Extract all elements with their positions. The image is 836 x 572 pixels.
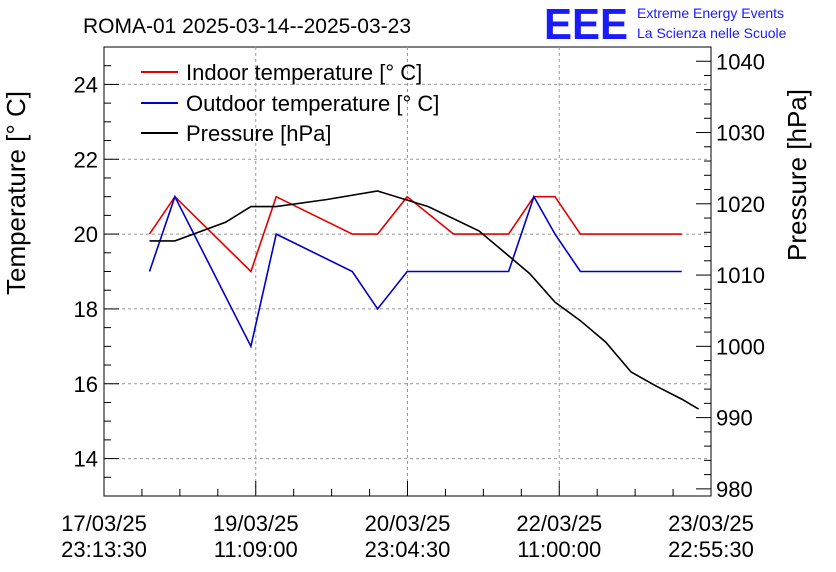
y-right-tick-label: 1010	[716, 263, 765, 288]
logo-line-2: La Scienza nelle Scuole	[637, 25, 787, 41]
legend-label-outdoor: Outdoor temperature [° C]	[186, 91, 439, 116]
y-right-tick-label: 1040	[716, 49, 765, 74]
x-tick-date-label: 20/03/25	[365, 511, 451, 536]
y-axis-right-label: Pressure [hPa]	[782, 89, 812, 261]
x-tick-date-label: 22/03/25	[516, 511, 602, 536]
x-tick-date-label: 19/03/25	[213, 511, 299, 536]
series-lines	[148, 190, 700, 410]
y-right-tick-label: 980	[716, 477, 753, 502]
y-left-tick-label: 16	[74, 372, 98, 397]
legend-label-indoor: Indoor temperature [° C]	[186, 60, 422, 85]
y-right-tick-label: 1000	[716, 334, 765, 359]
y-right-tick-label: 990	[716, 406, 753, 431]
y-left-tick-label: 22	[74, 147, 98, 172]
y-right-tick-label: 1030	[716, 121, 765, 146]
eee-logo-mark: EEE	[544, 0, 628, 49]
x-tick-time-label: 11:00:00	[517, 537, 601, 562]
series-line-pressure	[149, 190, 700, 410]
y-left-tick-label: 20	[74, 222, 98, 247]
x-tick-time-label: 22:55:30	[668, 537, 754, 562]
y-left-tick-label: 18	[74, 297, 98, 322]
x-tick-date-label: 23/03/25	[668, 511, 754, 536]
chart-title: ROMA-01 2025-03-14--2025-03-23	[83, 15, 411, 38]
x-tick-time-label: 23:04:30	[365, 537, 451, 562]
x-tick-time-label: 11:09:00	[214, 537, 298, 562]
series-line-outdoor-temperature	[148, 194, 682, 349]
y-axis-left-label: Temperature [° C]	[1, 91, 31, 295]
x-tick-date-label: 17/03/25	[61, 511, 147, 536]
x-tick-time-label: 23:13:30	[61, 537, 147, 562]
series-line-indoor-temperature	[148, 195, 682, 273]
legend-label-pressure: Pressure [hPa]	[186, 121, 332, 146]
logo-line-1: Extreme Energy Events	[637, 5, 784, 21]
legend: Indoor temperature [° C] Outdoor tempera…	[141, 60, 439, 146]
y-left-tick-label: 14	[74, 447, 98, 472]
y-left-tick-label: 24	[74, 72, 98, 97]
y-right-tick-label: 1020	[716, 192, 765, 217]
